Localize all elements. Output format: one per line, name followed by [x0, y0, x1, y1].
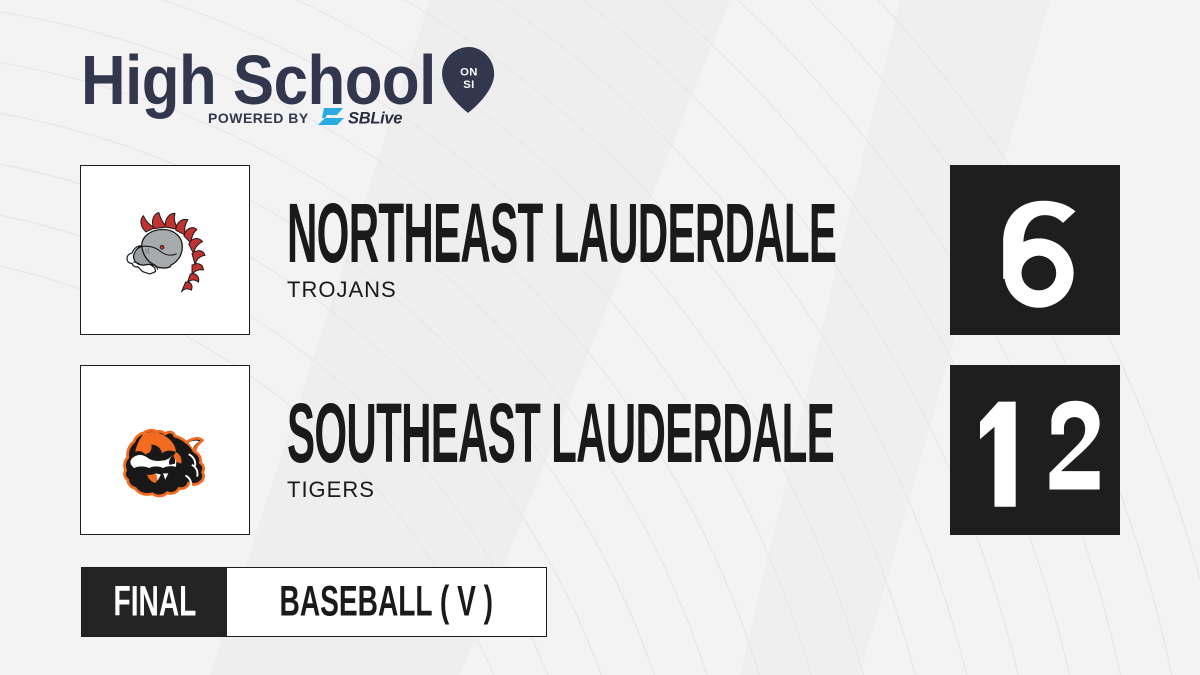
svg-text:SBLive: SBLive [348, 110, 402, 128]
svg-text:ON: ON [461, 66, 479, 78]
svg-text:SI: SI [464, 78, 476, 90]
